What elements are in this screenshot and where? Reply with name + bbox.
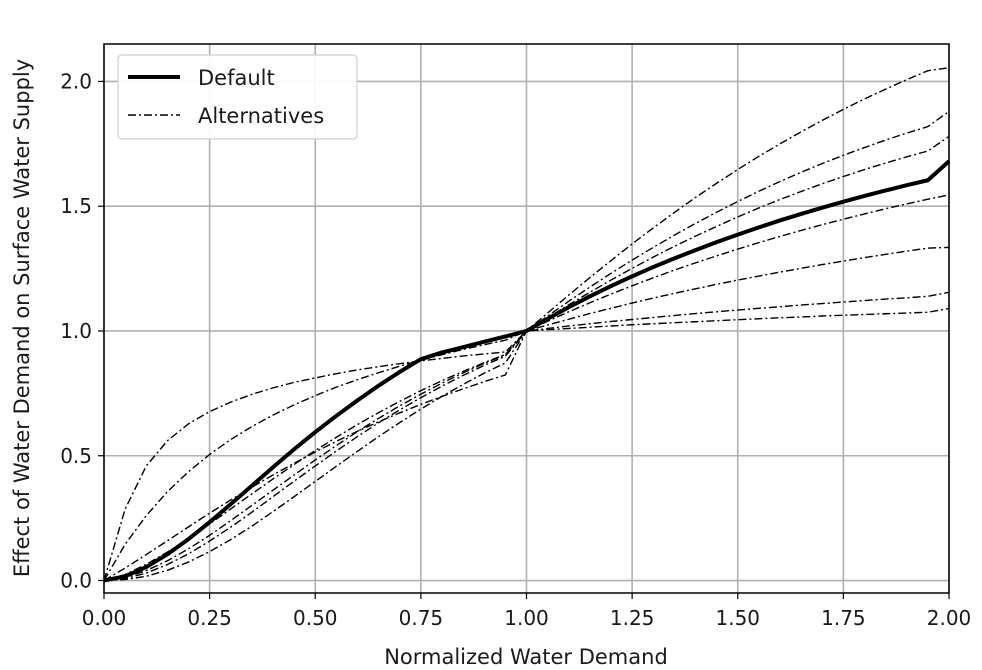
legend-default-label: Default (198, 66, 275, 90)
axis-ticks: 0.00 0.25 0.50 0.75 1.00 1.25 1.50 1.75 2.00 0.0 0… (60, 69, 971, 630)
y-tick-label: 0.0 (60, 569, 92, 593)
series-alternative-line (103, 194, 950, 582)
x-tick-label: 0.50 (293, 606, 338, 630)
series-default-line (103, 159, 951, 583)
x-tick-label: 2.00 (927, 606, 972, 630)
series-alternative-line (103, 135, 950, 582)
x-tick-label: 0.00 (82, 606, 127, 630)
y-tick-label: 1.5 (60, 194, 92, 218)
x-tick-label: 0.75 (399, 606, 444, 630)
x-tick-label: 1.50 (715, 606, 760, 630)
y-tick-label: 0.5 (60, 444, 92, 468)
legend: Default Alternatives (117, 54, 358, 140)
x-tick-label: 1.75 (821, 606, 866, 630)
plot-frame (103, 43, 950, 594)
x-tick-label: 1.25 (610, 606, 655, 630)
x-axis-label: Normalized Water Demand (384, 645, 668, 669)
y-axis-label: Effect of Water Demand on Surface Water … (10, 59, 34, 577)
grid (103, 44, 950, 593)
x-tick-label: 1.00 (504, 606, 549, 630)
y-tick-label: 1.0 (60, 319, 92, 343)
y-tick-label: 2.0 (60, 69, 92, 93)
plot-lines (103, 67, 951, 583)
x-tick-label: 0.25 (187, 606, 232, 630)
legend-alternatives-label: Alternatives (198, 104, 324, 128)
